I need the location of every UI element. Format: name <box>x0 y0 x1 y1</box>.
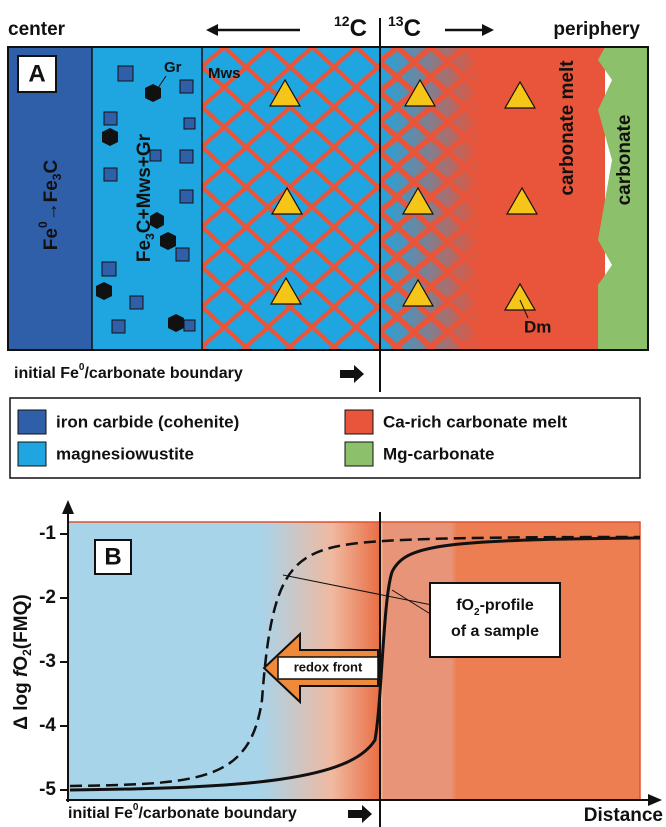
dm-label: Dm <box>524 317 551 336</box>
legend-swatch <box>345 410 373 434</box>
y-tick-label: -2 <box>39 587 56 608</box>
reaction-label: Fe0→Fe3C <box>36 159 64 250</box>
carbonate-label: carbonate <box>614 115 635 206</box>
legend-label: iron carbide (cohenite) <box>56 412 239 431</box>
panel-label: B <box>104 543 121 570</box>
boundary-label: initial Fe0/carbonate boundary <box>68 802 297 823</box>
legend-swatch <box>18 442 46 466</box>
arrowhead <box>206 24 218 36</box>
y-axis-label: Δ log fO2(FMQ) <box>11 594 34 729</box>
legend: iron carbide (cohenite) magnesiowustite Ca… <box>10 398 640 478</box>
profile-label-box <box>430 583 560 657</box>
melt-label: carbonate melt <box>557 60 578 196</box>
y-tick-label: -5 <box>39 779 56 800</box>
redox-label: redox front <box>294 659 363 674</box>
boundary-label: initial Fe0/carbonate boundary <box>14 362 243 383</box>
top-left-label: center <box>8 19 66 40</box>
legend-label: Mg-carbonate <box>383 444 494 463</box>
y-tick-label: -3 <box>39 651 56 672</box>
gr-label: Gr <box>164 59 182 76</box>
isotope-right: 13C <box>388 13 421 43</box>
assemblage-label: Fe3C+Mws+Gr <box>134 133 157 262</box>
legend-swatch <box>345 442 373 466</box>
legend-label: Ca-rich carbonate melt <box>383 412 568 431</box>
x-axis-label: Distance <box>584 805 663 826</box>
panel-b: redox front fO2-profile of a sample B Δ … <box>11 500 663 827</box>
boundary-arrow <box>348 805 372 823</box>
y-tick-label: -1 <box>39 523 56 544</box>
y-tick-label: -4 <box>39 715 56 736</box>
profile-label: of a sample <box>451 623 539 640</box>
arrowhead <box>482 24 494 36</box>
boundary-arrow <box>340 365 364 383</box>
top-right-label: periphery <box>553 19 640 40</box>
legend-swatch <box>18 410 46 434</box>
isotope-left: 12C <box>334 13 367 43</box>
panel-a: center 12C 13C periphery Gr Mws <box>8 13 648 392</box>
page: {"panel_a": {"label": "A", "top_left": "… <box>0 0 666 827</box>
figure: center 12C 13C periphery Gr Mws <box>0 0 666 827</box>
legend-frame <box>10 398 640 478</box>
mws-label: Mws <box>208 65 241 82</box>
legend-label: magnesiowustite <box>56 444 194 463</box>
panel-label: A <box>28 60 45 87</box>
arrowhead <box>62 500 74 514</box>
